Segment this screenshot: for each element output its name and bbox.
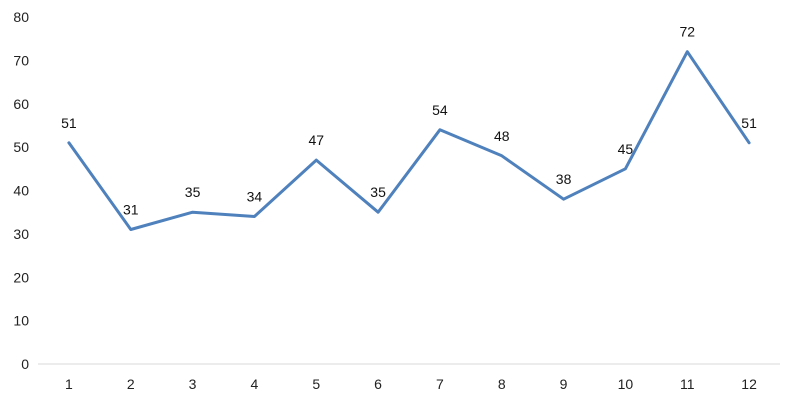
data-labels: 51 31 35 34 47 35 54 48 38 45 72 51 [61, 24, 757, 218]
y-tick-label: 70 [13, 52, 29, 68]
y-axis-tick-labels: 0 10 20 30 40 50 60 70 80 [13, 9, 29, 372]
y-tick-label: 80 [13, 9, 29, 25]
x-tick-label: 3 [189, 376, 197, 392]
data-label: 31 [123, 202, 139, 218]
data-label: 54 [432, 102, 448, 118]
data-label: 51 [741, 115, 757, 131]
data-label: 48 [494, 128, 510, 144]
data-label: 35 [370, 184, 386, 200]
series-line [67, 50, 751, 231]
x-tick-label: 1 [65, 376, 73, 392]
y-tick-label: 40 [13, 183, 29, 199]
data-label: 51 [61, 115, 77, 131]
y-tick-label: 10 [13, 313, 29, 329]
x-tick-label: 7 [436, 376, 444, 392]
y-tick-label: 30 [13, 226, 29, 242]
x-tick-label: 4 [251, 376, 259, 392]
data-label: 47 [308, 132, 324, 148]
x-tick-label: 10 [618, 376, 634, 392]
y-tick-label: 50 [13, 139, 29, 155]
y-tick-label: 0 [21, 356, 29, 372]
data-label: 35 [185, 184, 201, 200]
y-tick-label: 20 [13, 269, 29, 285]
x-tick-label: 5 [312, 376, 320, 392]
x-tick-label: 6 [374, 376, 382, 392]
data-label: 72 [679, 24, 695, 40]
x-tick-label: 8 [498, 376, 506, 392]
y-tick-label: 60 [13, 96, 29, 112]
data-label: 38 [556, 171, 572, 187]
x-tick-label: 12 [741, 376, 757, 392]
data-label: 34 [247, 189, 263, 205]
x-tick-label: 2 [127, 376, 135, 392]
data-label: 45 [618, 141, 634, 157]
x-tick-label: 11 [680, 376, 695, 392]
x-tick-label: 9 [560, 376, 568, 392]
x-axis-tick-labels: 1 2 3 4 5 6 7 8 9 10 11 12 [65, 376, 757, 392]
